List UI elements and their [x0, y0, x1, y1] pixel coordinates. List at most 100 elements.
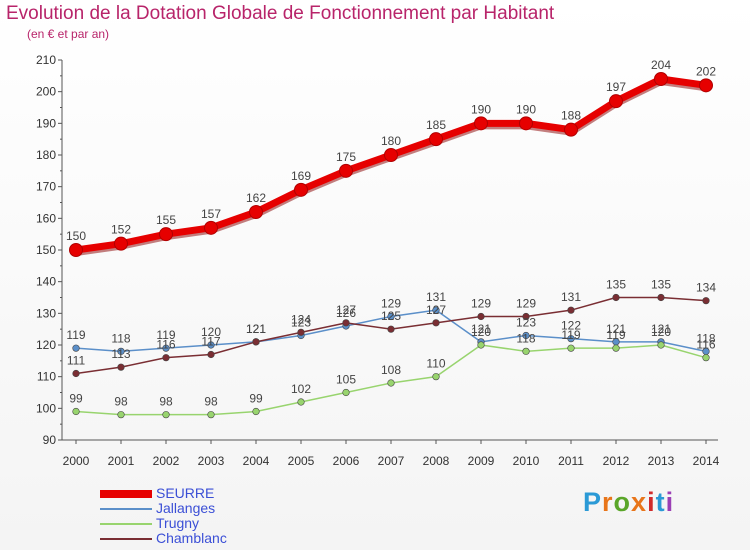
logo-letter: P	[583, 487, 603, 517]
logo-letter: i	[665, 487, 675, 517]
data-label: 99	[249, 392, 263, 406]
data-point	[72, 344, 80, 352]
data-label: 117	[201, 335, 220, 349]
proxiti-logo: Proxiti	[583, 487, 674, 518]
data-label: 129	[516, 297, 536, 311]
data-label: 98	[114, 395, 128, 409]
y-tick-label: 160	[36, 211, 56, 225]
data-label: 152	[111, 223, 131, 237]
data-label: 123	[516, 316, 536, 330]
data-point	[252, 338, 260, 346]
data-label: 105	[336, 373, 356, 387]
data-label: 162	[246, 191, 266, 205]
data-label: 98	[204, 395, 218, 409]
data-point	[162, 344, 170, 352]
data-point	[474, 116, 488, 131]
x-tick-label: 2011	[558, 454, 584, 468]
x-tick-label: 2000	[63, 454, 90, 468]
y-tick-label: 130	[36, 306, 56, 320]
chart-axes: 90 100 110 120 130 140 150 160 170 180 190 200 210 20…	[36, 53, 720, 468]
data-point	[432, 306, 440, 314]
logo-letter: o	[613, 487, 632, 517]
x-tick-label: 2012	[603, 454, 630, 468]
data-label: 127	[426, 303, 446, 317]
data-point	[342, 388, 350, 397]
series-trugny	[72, 341, 710, 419]
x-tick-label: 2006	[333, 454, 360, 468]
data-point	[567, 306, 575, 314]
data-point	[387, 379, 395, 387]
legend-swatch	[100, 522, 152, 525]
data-label: 99	[69, 392, 83, 406]
x-tick-label: 2003	[198, 454, 225, 468]
data-point	[564, 122, 578, 137]
logo-letter: r	[602, 487, 614, 517]
y-tick-label: 100	[36, 401, 56, 415]
data-point	[114, 236, 128, 251]
data-label: 119	[156, 328, 175, 342]
data-label: 202	[696, 64, 716, 78]
data-point	[384, 148, 398, 162]
data-point	[522, 312, 530, 321]
data-label: 150	[66, 229, 86, 243]
data-label: 126	[336, 306, 356, 320]
data-label: 121	[651, 322, 671, 336]
data-label: 119	[66, 328, 85, 342]
legend-label: Jallanges	[156, 500, 216, 516]
data-label: 175	[336, 150, 356, 164]
series-chamblanc	[72, 293, 710, 378]
legend-label: Chamblanc	[156, 530, 227, 546]
x-tick-label: 2007	[378, 454, 405, 468]
data-label: 113	[111, 347, 130, 361]
data-label: 125	[381, 309, 401, 323]
data-point	[297, 328, 305, 336]
y-tick-label: 200	[36, 85, 56, 99]
data-label: 180	[381, 134, 401, 148]
x-tick-label: 2001	[108, 454, 135, 468]
legend-label: Trugny	[156, 515, 200, 531]
data-point	[567, 344, 575, 352]
chart-title: Evolution de la Dotation Globale de Fonc…	[6, 3, 555, 24]
data-label: 116	[156, 338, 175, 352]
data-label: 135	[606, 278, 626, 292]
data-label: 169	[291, 169, 311, 183]
y-tick-label: 210	[36, 53, 56, 67]
x-tick-label: 2005	[288, 454, 315, 468]
legend-item-jallanges: Jallanges	[100, 500, 300, 516]
data-point	[699, 78, 713, 93]
y-tick-label: 140	[36, 275, 56, 289]
data-label: 190	[516, 102, 536, 116]
data-point	[159, 227, 173, 242]
data-point	[387, 325, 395, 333]
data-point	[477, 312, 485, 321]
y-tick-label: 120	[36, 338, 56, 352]
data-point	[519, 116, 533, 131]
chart-legend: SEURRE Jallanges Trugny Chamblanc	[100, 485, 300, 546]
data-label: 190	[471, 102, 491, 116]
data-point	[297, 398, 305, 406]
data-label: 120	[201, 325, 221, 339]
legend-swatch	[100, 489, 152, 498]
chart-subtitle: (en € et par an)	[27, 27, 110, 41]
data-point	[294, 182, 308, 197]
legend-swatch	[100, 507, 152, 510]
data-point	[522, 347, 530, 355]
data-label: 157	[201, 207, 221, 221]
data-label: 197	[606, 80, 626, 94]
data-point	[432, 319, 440, 327]
data-label: 121	[246, 322, 266, 336]
x-tick-label: 2013	[648, 454, 675, 468]
data-label: 120	[471, 325, 491, 339]
x-tick-label: 2014	[693, 454, 720, 468]
y-tick-label: 150	[36, 243, 56, 257]
data-point	[249, 205, 263, 219]
data-label: 121	[471, 322, 491, 336]
data-point	[702, 354, 710, 362]
data-point	[162, 354, 170, 362]
data-point	[657, 341, 665, 349]
data-label: 155	[156, 213, 176, 227]
data-label: 119	[561, 328, 580, 342]
y-tick-label: 110	[37, 370, 56, 384]
x-tick-label: 2002	[153, 454, 180, 468]
data-label: 118	[696, 331, 715, 345]
